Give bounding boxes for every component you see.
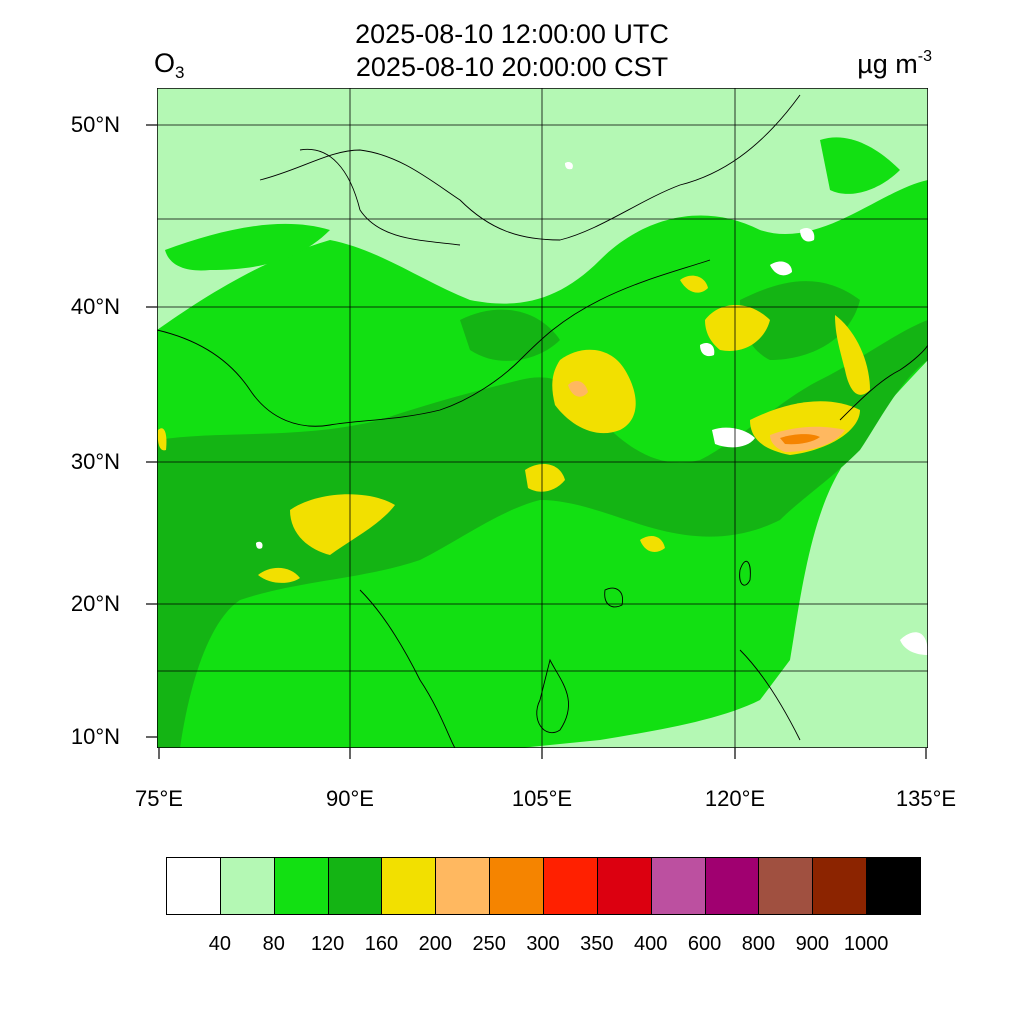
colorbar-label: 200 — [418, 933, 452, 955]
lat-tick-50: 50°N — [70, 112, 120, 137]
colorbar-swatch — [866, 857, 921, 915]
lat-tick-40: 40°N — [70, 294, 120, 319]
colorbar-label: 800 — [741, 933, 776, 955]
variable-label: O3 — [154, 48, 185, 82]
colorbar-swatch — [435, 857, 491, 915]
colorbar-label: 300 — [526, 933, 560, 955]
ozone-level-160-200 — [157, 275, 870, 583]
lon-tick-75: 75°E — [135, 786, 183, 811]
colorbar-swatch — [704, 857, 760, 915]
colorbar-swatch — [812, 857, 868, 915]
ozone-level-250-300 — [780, 434, 820, 445]
colorbar-label: 350 — [580, 933, 614, 955]
units-label: µg m-3 — [857, 48, 932, 79]
title-cst: 2025-08-10 20:00:00 CST — [355, 52, 669, 82]
colorbar-label: 400 — [634, 933, 668, 955]
colorbar-swatch — [650, 857, 706, 915]
colorbar-label: 250 — [472, 933, 506, 955]
colorbar-label: 1000 — [843, 933, 889, 955]
lon-tick-105: 105°E — [511, 786, 573, 811]
colorbar-label: 900 — [795, 933, 829, 955]
lon-tick-135: 135°E — [895, 786, 957, 811]
colorbar-label: 160 — [364, 933, 399, 955]
colorbar-swatch — [543, 857, 598, 915]
colorbar-label: 80 — [262, 933, 285, 955]
colorbar-swatch — [489, 857, 544, 915]
lat-tick-10: 10°N — [70, 724, 120, 749]
colorbar-swatch — [273, 857, 329, 915]
ozone-level-below-40 — [256, 161, 928, 655]
tick-marks — [146, 124, 927, 759]
colorbar-swatch — [596, 857, 652, 915]
colorbar-label: 120 — [310, 933, 345, 955]
colorbar-label: 600 — [687, 933, 722, 955]
lat-tick-30: 30°N — [70, 449, 120, 474]
colorbar-label: 40 — [208, 933, 231, 955]
colorbar-swatch — [219, 857, 275, 915]
colorbar — [166, 857, 921, 916]
colorbar-swatch — [327, 857, 383, 915]
graticule — [157, 88, 928, 748]
lon-tick-90: 90°E — [326, 786, 374, 811]
colorbar-swatch — [758, 857, 814, 915]
lat-tick-20: 20°N — [70, 591, 120, 616]
title-utc: 2025-08-10 12:00:00 UTC — [355, 19, 669, 49]
boundaries — [157, 94, 928, 748]
colorbar-swatch — [381, 857, 437, 915]
colorbar-swatch — [166, 857, 221, 915]
lon-tick-120: 120°E — [704, 786, 766, 811]
